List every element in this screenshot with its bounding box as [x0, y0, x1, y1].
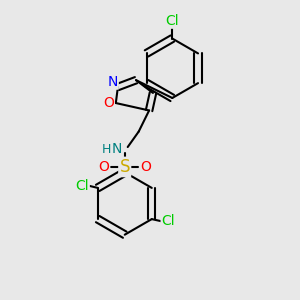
Text: N: N [111, 142, 122, 156]
Text: Cl: Cl [166, 14, 179, 28]
Text: O: O [140, 160, 151, 174]
Text: O: O [98, 160, 109, 174]
Text: O: O [103, 96, 114, 110]
Text: S: S [119, 158, 130, 176]
Text: H: H [102, 143, 111, 156]
Text: N: N [107, 75, 118, 88]
Text: Cl: Cl [162, 214, 175, 229]
Text: Cl: Cl [75, 178, 89, 193]
